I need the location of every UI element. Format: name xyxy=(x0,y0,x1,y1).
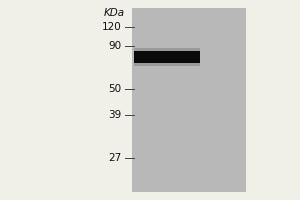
Bar xyxy=(134,51,200,62)
Text: 120: 120 xyxy=(102,22,122,32)
Bar xyxy=(134,48,200,51)
Text: 39: 39 xyxy=(108,110,122,120)
Bar xyxy=(134,62,200,66)
Bar xyxy=(132,8,246,192)
Text: 90: 90 xyxy=(108,41,122,51)
Text: 27: 27 xyxy=(108,153,122,163)
Text: KDa: KDa xyxy=(103,8,124,18)
Text: 50: 50 xyxy=(108,84,122,94)
